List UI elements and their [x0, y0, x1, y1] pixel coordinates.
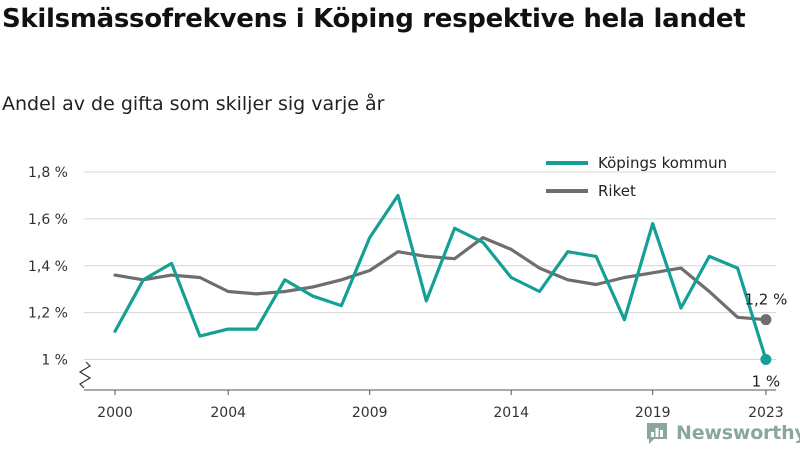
x-tick-label: 2009	[352, 405, 388, 421]
end-markers: 1,2 % 1 %	[744, 291, 787, 391]
x-tick-label: 2004	[210, 405, 246, 421]
x-tick-label: 2023	[748, 405, 784, 421]
newsworthy-logo-icon	[647, 423, 667, 444]
series-line	[113, 236, 768, 322]
y-tick-label: 1 %	[41, 353, 68, 369]
chart-subtitle: Andel av de gifta som skiljer sig varje …	[2, 93, 385, 115]
series-lines	[113, 193, 768, 362]
end-value-label: 1,2 %	[744, 291, 787, 309]
y-tick-label: 1,8 %	[28, 165, 68, 181]
series-line	[113, 193, 768, 362]
end-point-marker	[760, 314, 772, 326]
gridlines	[84, 171, 776, 361]
x-tick-label: 2014	[493, 405, 529, 421]
axis-break-icon	[78, 361, 92, 389]
legend-label: Köpings kommun	[598, 154, 727, 172]
brand-logo: Newsworthy	[644, 419, 800, 447]
end-point-marker	[760, 354, 772, 366]
x-tick-label: 2019	[635, 405, 671, 421]
legend: Köpings kommun Riket	[546, 154, 727, 200]
y-tick-label: 1,2 %	[28, 306, 68, 322]
chart-title: Skilsmässofrekvens i Köping respektive h…	[2, 4, 746, 34]
x-axis: 2000 2004 2009 2014 2019 2023	[84, 389, 784, 421]
legend-label: Riket	[598, 182, 636, 200]
brand-name: Newsworthy	[676, 422, 800, 444]
y-tick-label: 1,4 %	[28, 259, 68, 275]
y-axis: 1 % 1,2 % 1,4 % 1,6 % 1,8 %	[28, 165, 92, 389]
end-value-label: 1 %	[752, 373, 781, 391]
y-tick-label: 1,6 %	[28, 212, 68, 228]
x-tick-label: 2000	[97, 405, 133, 421]
